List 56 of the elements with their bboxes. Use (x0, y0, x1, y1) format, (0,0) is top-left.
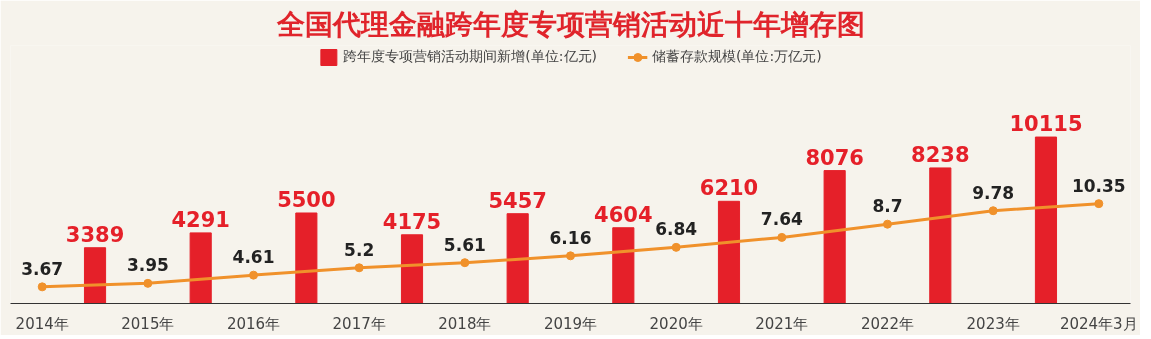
bar (1034, 136, 1058, 304)
point (460, 258, 470, 268)
data-label: 10.35 (1071, 175, 1126, 196)
x-tick-label: 2015年 (121, 314, 175, 333)
point (566, 251, 575, 261)
data-label: 5.2 (344, 239, 375, 260)
bar (823, 170, 846, 304)
data-label: 4604 (594, 202, 653, 227)
data-label: 3.95 (126, 255, 169, 276)
bar (189, 232, 212, 304)
bar (295, 212, 318, 304)
data-label: 6210 (699, 176, 759, 201)
bar (929, 167, 952, 304)
point (1094, 199, 1104, 209)
data-label: 6.16 (549, 227, 592, 248)
x-tick-label: 2014年 (15, 314, 69, 333)
x-tick-label: 2024年3月 (1059, 314, 1138, 333)
data-label: 4175 (382, 209, 442, 234)
x-tick-label: 2019年 (543, 314, 598, 333)
data-label: 5.61 (443, 234, 486, 255)
data-label: 8.7 (872, 196, 903, 217)
data-label: 9.78 (972, 182, 1015, 203)
legend-label: 跨年度专项营销活动期间新增(单位:亿元) (343, 48, 597, 66)
data-label: 8076 (805, 145, 864, 170)
point (37, 282, 47, 292)
x-tick-label: 2017年 (332, 314, 386, 333)
data-label: 3.67 (21, 258, 64, 279)
data-label: 5457 (488, 188, 547, 213)
data-label: 3389 (65, 222, 125, 247)
point (249, 270, 259, 280)
data-label: 5500 (277, 187, 336, 212)
bar (506, 213, 529, 304)
data-label: 4291 (171, 207, 230, 232)
bar (400, 234, 424, 304)
point (671, 242, 681, 252)
data-label: 6.84 (655, 219, 698, 240)
point (988, 206, 998, 216)
bar (83, 247, 107, 304)
legend-label: 储蓄存款规模(单位:万亿元) (652, 48, 822, 66)
data-label: 10115 (1009, 112, 1083, 137)
point (882, 219, 892, 229)
x-tick-label: 2021年 (755, 314, 809, 333)
data-label: 8238 (911, 142, 970, 167)
point (143, 278, 153, 288)
x-tick-label: 2023年 (966, 314, 1020, 333)
bar (717, 200, 741, 304)
data-label: 7.64 (760, 209, 803, 230)
point (354, 263, 364, 273)
chart-title: 全国代理金融跨年度专项营销活动近十年增存图 (275, 7, 865, 41)
x-tick-label: 2022年 (860, 314, 915, 333)
x-tick-label: 2020年 (649, 314, 703, 333)
bar (612, 227, 635, 304)
data-label: 4.61 (232, 247, 275, 268)
x-tick-label: 2016年 (226, 314, 281, 333)
x-tick-label: 2018年 (438, 314, 492, 333)
point (777, 232, 787, 242)
